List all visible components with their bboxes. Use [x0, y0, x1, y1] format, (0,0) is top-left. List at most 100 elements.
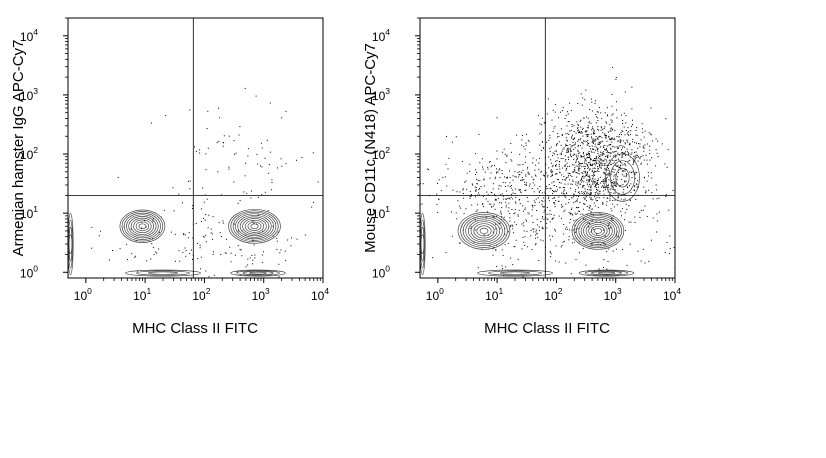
event-dot [614, 146, 616, 148]
event-dot [591, 145, 593, 147]
event-dot [234, 153, 235, 155]
event-dot [572, 171, 574, 173]
event-dot [216, 142, 218, 144]
event-dot [584, 176, 586, 178]
event-dot [470, 193, 472, 195]
event-dot [567, 183, 569, 185]
event-dot [573, 169, 575, 170]
event-dot [610, 130, 612, 132]
event-dot [502, 195, 504, 197]
event-dot [630, 153, 632, 155]
event-dot [621, 152, 623, 154]
event-dot [586, 164, 588, 166]
event-dot [285, 110, 287, 112]
event-dot [603, 163, 605, 165]
event-dot [595, 116, 597, 118]
event-dot [606, 152, 608, 154]
event-dot [598, 171, 600, 172]
event-dot [633, 186, 635, 188]
event-dot [197, 258, 199, 260]
event-dot [252, 263, 253, 265]
event-dot [444, 176, 446, 178]
scatter-cluster [518, 66, 670, 270]
event-dot [245, 162, 247, 164]
event-dot [495, 223, 497, 225]
event-dot [590, 158, 592, 160]
event-dot [515, 202, 517, 204]
event-dot [583, 197, 585, 199]
event-dot [491, 191, 493, 193]
event-dot [635, 171, 637, 173]
event-dot [569, 165, 570, 167]
event-dot [512, 175, 514, 177]
event-dot [643, 147, 645, 149]
event-dot [233, 223, 235, 225]
event-dot [636, 157, 638, 158]
event-dot [588, 207, 590, 209]
event-dot [624, 198, 626, 200]
event-dot [614, 164, 616, 166]
event-dot [578, 139, 579, 141]
event-dot [512, 225, 514, 227]
event-dot [494, 178, 496, 180]
event-dot [573, 196, 574, 198]
event-dot [604, 158, 606, 160]
event-dot [593, 151, 595, 153]
event-dot [608, 175, 610, 177]
event-dot [605, 178, 607, 180]
event-dot [618, 145, 620, 147]
event-dot [581, 172, 583, 174]
event-dot [563, 190, 565, 192]
event-dot [598, 268, 600, 270]
event-dot [452, 141, 453, 143]
event-dot [158, 231, 160, 233]
event-dot [586, 193, 588, 195]
event-dot [572, 181, 574, 183]
event-dot [589, 205, 591, 207]
event-dot [478, 192, 480, 194]
event-dot [518, 176, 520, 178]
event-dot [556, 173, 558, 175]
event-dot [586, 173, 588, 175]
event-dot [204, 219, 206, 221]
event-dot [580, 119, 582, 121]
event-dot [632, 164, 634, 165]
event-dot [606, 197, 608, 199]
event-dot [604, 173, 606, 175]
event-dot [514, 171, 516, 173]
event-dot [650, 134, 652, 136]
event-dot [536, 224, 538, 226]
event-dot [552, 197, 554, 199]
event-dot [622, 120, 624, 122]
event-dot [555, 145, 557, 147]
population-contour [125, 269, 201, 277]
contour-ring [578, 269, 635, 277]
event-dot [609, 189, 611, 191]
event-dot [582, 153, 584, 155]
event-dot [649, 153, 651, 155]
event-dot [238, 134, 240, 136]
event-dot [574, 201, 576, 203]
event-dot [507, 185, 509, 187]
event-dot [218, 222, 220, 224]
event-dot [231, 299, 232, 300]
event-dot [571, 136, 573, 138]
event-dot [584, 198, 586, 200]
event-dot [549, 151, 551, 153]
event-dot [622, 170, 624, 172]
event-dot [487, 168, 489, 170]
event-dot [422, 183, 424, 185]
event-dot [618, 136, 620, 138]
event-dot [592, 140, 594, 142]
event-dot [228, 166, 230, 168]
event-dot [565, 114, 567, 116]
event-dot [646, 163, 648, 165]
event-dot [573, 138, 575, 139]
event-dot [519, 171, 521, 173]
event-dot [547, 174, 549, 176]
event-dot [463, 213, 465, 215]
event-dot [462, 189, 464, 191]
contour-ring [68, 213, 74, 276]
population-contour [571, 212, 625, 250]
event-dot [594, 167, 596, 169]
